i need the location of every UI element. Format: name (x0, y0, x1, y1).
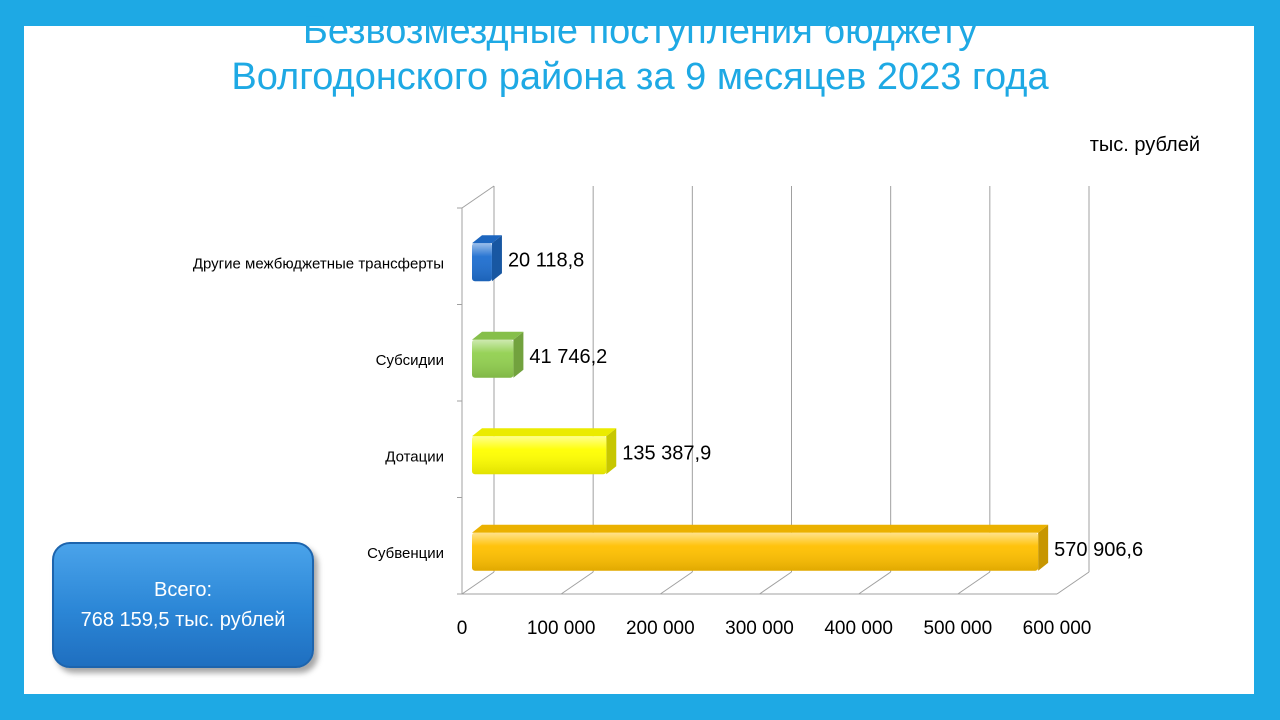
labels-layer: 0 100 000 200 000 300 000 400 000 500 000 600 … (193, 249, 1143, 639)
total-label: Всего: (154, 579, 212, 601)
left-wall-top-edge (461, 185, 495, 209)
category-label-3: Субвенции (367, 545, 444, 562)
x-tick-label-6: 600 000 (1023, 618, 1092, 639)
value-label-2: 135 387,9 (622, 442, 711, 464)
x-tick-label-2: 200 000 (626, 618, 695, 639)
x-tick-label-0: 0 (457, 618, 468, 639)
bar-side-2 (606, 428, 617, 475)
x-tick-label-3: 300 000 (725, 618, 794, 639)
bar-gloss-0 (472, 243, 492, 282)
bar-side-0 (491, 235, 502, 282)
bar-gloss-1 (472, 339, 514, 378)
bar-top-1 (472, 331, 524, 340)
bar-top-3 (472, 524, 1049, 533)
title-line-2: Волгодонского района за 9 месяцев 2023 г… (231, 56, 1049, 98)
category-label-2: Дотации (385, 448, 444, 465)
unit-label: тыс. рублей (1089, 134, 1200, 156)
bars-layer (472, 235, 1049, 571)
bar-gloss-2 (472, 436, 607, 475)
bar-top-0 (472, 235, 502, 244)
floor-line-5 (957, 571, 991, 595)
x-tick-label-4: 400 000 (824, 618, 893, 639)
bar-side-1 (513, 331, 524, 378)
value-label-0: 20 118,8 (508, 249, 584, 271)
floor-line-0 (461, 571, 495, 595)
floor-line-1 (560, 571, 594, 595)
bar-side-3 (1038, 524, 1049, 571)
category-label-0: Другие межбюджетные трансферты (193, 255, 444, 272)
chart-title: Безвозмездные поступления бюджету Волгод… (0, 8, 1280, 100)
total-summary-box: Всего: 768 159,5 тыс. рублей (52, 542, 314, 668)
value-label-3: 570 906,6 (1054, 539, 1143, 561)
bar-gloss-3 (472, 532, 1039, 571)
grid-layer (457, 185, 1090, 595)
floor-line-6 (1056, 571, 1090, 595)
title-line-1: Безвозмездные поступления бюджету (302, 10, 978, 52)
floor-line-2 (660, 571, 693, 595)
total-value: 768 159,5 тыс. рублей (80, 609, 286, 631)
value-label-1: 41 746,2 (529, 346, 607, 368)
bar-top-2 (472, 428, 617, 437)
floor-line-4 (858, 571, 891, 595)
category-label-1: Субсидии (376, 352, 444, 369)
floor-line-3 (759, 571, 792, 595)
x-tick-label-5: 500 000 (923, 618, 992, 639)
x-tick-label-1: 100 000 (527, 618, 596, 639)
